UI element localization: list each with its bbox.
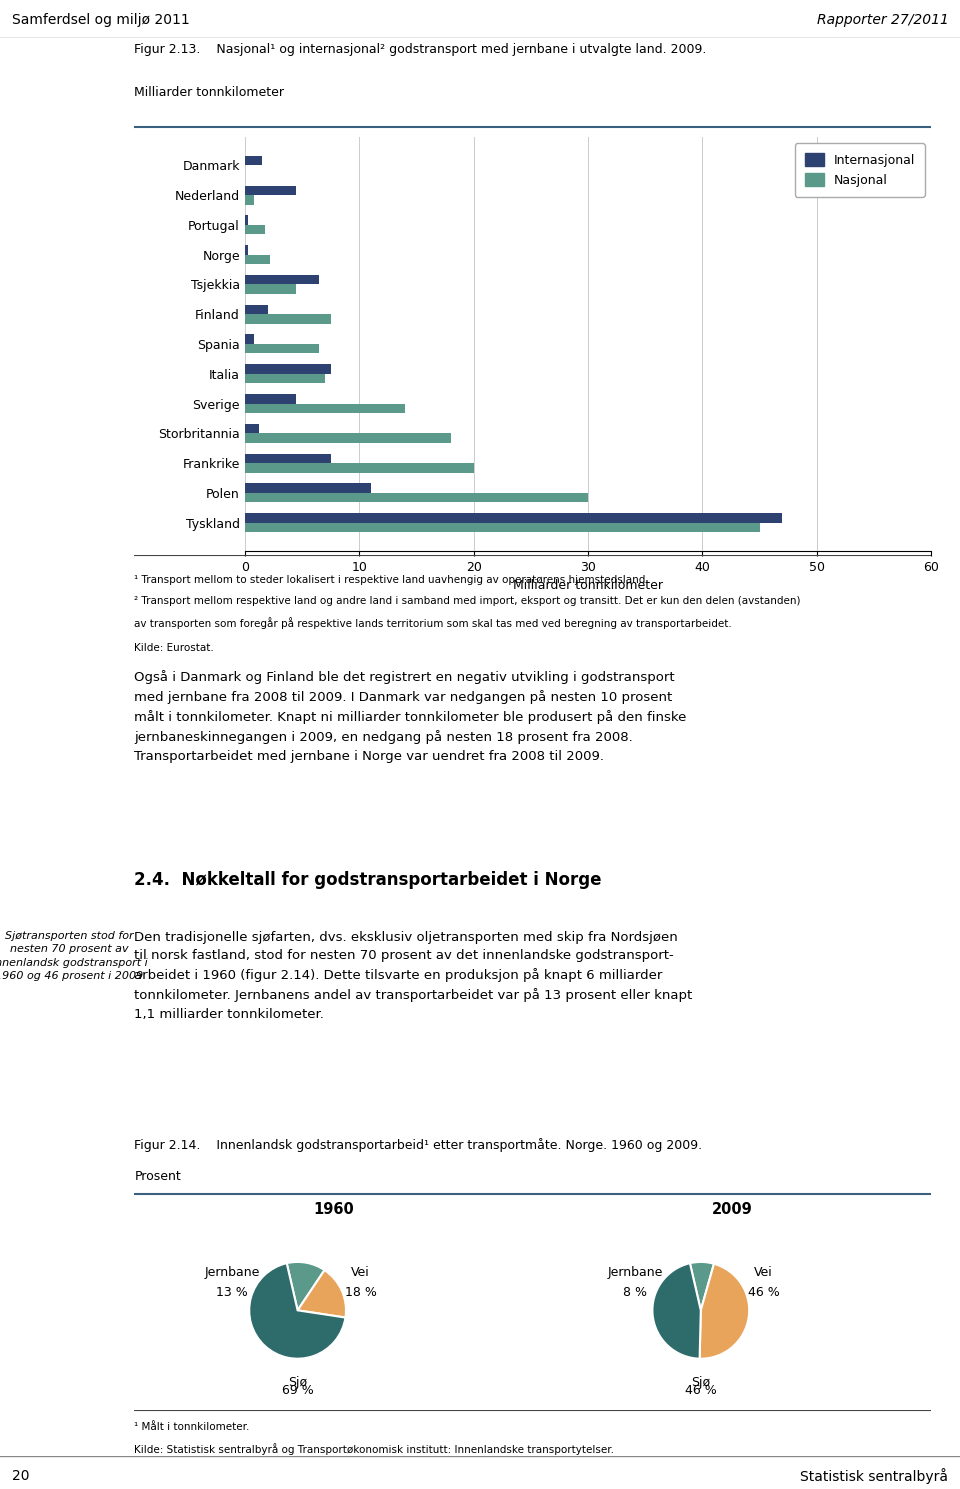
Wedge shape: [653, 1263, 701, 1358]
Text: Også i Danmark og Finland ble det registrert en negativ utvikling i godstranspor: Også i Danmark og Finland ble det regist…: [134, 670, 686, 762]
Bar: [245, 484, 371, 493]
Bar: [245, 335, 254, 344]
Text: 46 %: 46 %: [684, 1383, 717, 1397]
Wedge shape: [298, 1270, 346, 1318]
Text: 13 %: 13 %: [216, 1286, 248, 1298]
Bar: [245, 523, 759, 532]
Wedge shape: [250, 1263, 346, 1358]
Text: ² Transport mellom respektive land og andre land i samband med import, eksport o: ² Transport mellom respektive land og an…: [134, 596, 801, 606]
Text: 18 %: 18 %: [345, 1286, 376, 1298]
Text: 69 %: 69 %: [281, 1383, 314, 1397]
Text: Sjø: Sjø: [691, 1376, 710, 1389]
Text: Den tradisjonelle sjøfarten, dvs. eksklusiv oljetransporten med skip fra Nordsjø: Den tradisjonelle sjøfarten, dvs. eksklu…: [134, 931, 693, 1020]
Bar: [245, 216, 249, 225]
Text: 2009: 2009: [711, 1202, 753, 1217]
Bar: [245, 225, 265, 234]
Text: Rapporter 27/2011: Rapporter 27/2011: [817, 13, 948, 27]
Text: 1960: 1960: [313, 1202, 354, 1217]
Bar: [245, 255, 270, 264]
Bar: [245, 344, 319, 353]
Bar: [245, 424, 258, 433]
Bar: [245, 156, 262, 165]
X-axis label: Milliarder tonnkilometer: Milliarder tonnkilometer: [513, 579, 663, 593]
Text: Statistisk sentralbyrå: Statistisk sentralbyrå: [801, 1468, 948, 1485]
Legend: Internasjonal, Nasjonal: Internasjonal, Nasjonal: [795, 143, 924, 197]
Bar: [245, 404, 405, 412]
Bar: [245, 463, 473, 472]
Text: Sjø: Sjø: [288, 1376, 307, 1389]
Bar: [245, 314, 330, 323]
Bar: [245, 374, 324, 383]
Wedge shape: [690, 1261, 714, 1310]
Bar: [245, 195, 254, 204]
Text: Kilde: Eurostat.: Kilde: Eurostat.: [134, 643, 214, 654]
Bar: [245, 395, 297, 404]
Bar: [245, 284, 297, 293]
Text: Vei: Vei: [351, 1266, 370, 1279]
Text: 46 %: 46 %: [748, 1286, 780, 1298]
Text: av transporten som foregår på respektive lands territorium som skal tas med ved : av transporten som foregår på respektive…: [134, 618, 732, 630]
Bar: [245, 246, 249, 255]
Text: 8 %: 8 %: [623, 1286, 647, 1298]
Wedge shape: [700, 1264, 749, 1358]
Text: Figur 2.13.    Nasjonal¹ og internasjonal² godstransport med jernbane i utvalgte: Figur 2.13. Nasjonal¹ og internasjonal² …: [134, 43, 707, 57]
Text: ¹ Målt i tonnkilometer.: ¹ Målt i tonnkilometer.: [134, 1422, 250, 1432]
Text: Kilde: Statistisk sentralbyrå og Transportøkonomisk institutt: Innenlandske tran: Kilde: Statistisk sentralbyrå og Transpo…: [134, 1443, 614, 1455]
Wedge shape: [287, 1263, 324, 1310]
Text: 20: 20: [12, 1468, 29, 1483]
Text: Sjøtransporten stod for
nesten 70 prosent av
innenlandsk godstransport i
1960 og: Sjøtransporten stod for nesten 70 prosen…: [0, 931, 148, 981]
Text: Prosent: Prosent: [134, 1170, 181, 1184]
Text: ¹ Transport mellom to steder lokalisert i respektive land uavhengig av operatøre: ¹ Transport mellom to steder lokalisert …: [134, 575, 649, 585]
Bar: [245, 433, 451, 442]
Text: Jernbane: Jernbane: [204, 1266, 260, 1279]
Text: Milliarder tonnkilometer: Milliarder tonnkilometer: [134, 86, 284, 98]
Text: 2.4.  Nøkkeltall for godstransportarbeidet i Norge: 2.4. Nøkkeltall for godstransportarbeide…: [134, 871, 602, 889]
Text: Samferdsel og miljø 2011: Samferdsel og miljø 2011: [12, 13, 189, 27]
Text: Vei: Vei: [755, 1266, 773, 1279]
Bar: [245, 514, 782, 523]
Bar: [245, 275, 319, 284]
Bar: [245, 305, 268, 314]
Text: Jernbane: Jernbane: [608, 1266, 663, 1279]
Bar: [245, 365, 330, 374]
Bar: [245, 186, 297, 195]
Bar: [245, 454, 330, 463]
Text: Figur 2.14.    Innenlandsk godstransportarbeid¹ etter transportmåte. Norge. 1960: Figur 2.14. Innenlandsk godstransportarb…: [134, 1138, 703, 1151]
Bar: [245, 493, 588, 502]
